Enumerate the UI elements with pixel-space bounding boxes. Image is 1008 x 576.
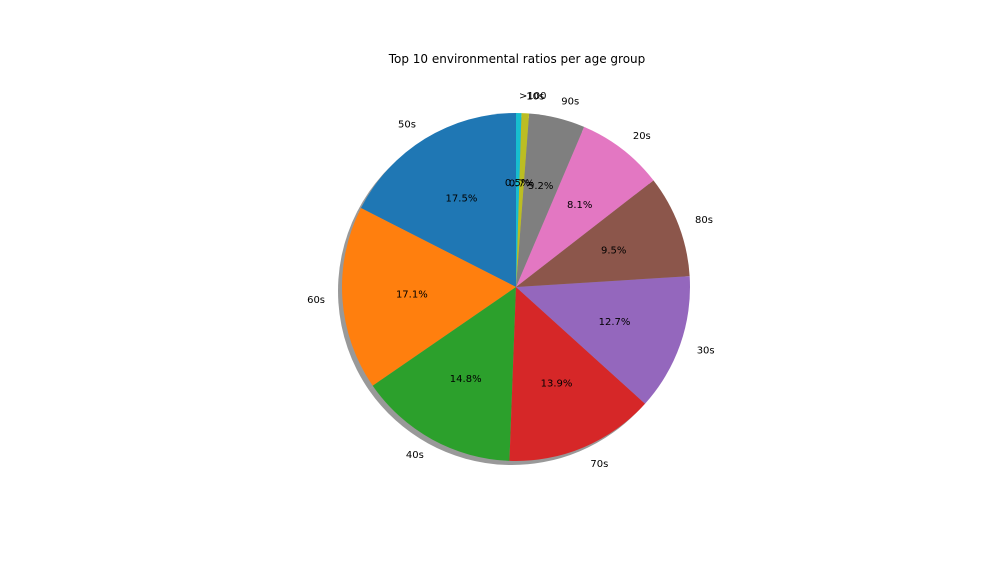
pie-slice-40s bbox=[372, 287, 516, 461]
percent-label-10s: 0.7% bbox=[509, 178, 534, 189]
pie-slice-30s bbox=[516, 276, 691, 404]
pie-slices bbox=[342, 113, 691, 462]
category-label-70s: 70s bbox=[590, 459, 608, 470]
category-label-10s: 10s bbox=[526, 91, 544, 102]
percent-label-50s: 17.5% bbox=[446, 193, 478, 204]
percent-label-100: 0.5% bbox=[505, 178, 530, 189]
category-label-80s: 80s bbox=[695, 215, 713, 226]
pie-slice-70s bbox=[509, 287, 646, 462]
percent-label-40s: 14.8% bbox=[450, 374, 482, 385]
pie-slice-10s bbox=[516, 113, 530, 287]
pie-slice-80s bbox=[516, 180, 690, 287]
chart-title: Top 10 environmental ratios per age grou… bbox=[388, 52, 646, 66]
category-label-40s: 40s bbox=[406, 450, 424, 461]
category-label-60s: 60s bbox=[307, 295, 325, 306]
category-label-50s: 50s bbox=[398, 119, 416, 130]
percent-label-60s: 17.1% bbox=[396, 289, 428, 300]
pie-slice-90s bbox=[516, 113, 585, 288]
category-labels: 50s 60s 40s 70s 30s 80s 20s 90s 10s>100 bbox=[307, 91, 715, 470]
category-label-20s: 20s bbox=[633, 131, 651, 142]
pie-slice-50s bbox=[360, 113, 516, 287]
percent-label-30s: 12.7% bbox=[599, 317, 631, 328]
percent-label-90s: 5.2% bbox=[528, 181, 553, 192]
percent-label-20s: 8.1% bbox=[567, 200, 592, 211]
percent-label-80s: 9.5% bbox=[601, 246, 626, 257]
category-label-30s: 30s bbox=[697, 346, 715, 357]
pie-slice-100 bbox=[516, 113, 522, 287]
pie-slice-20s bbox=[516, 126, 654, 287]
category-label-90s: 90s bbox=[561, 97, 579, 108]
category-label-100: >100 bbox=[519, 91, 546, 102]
percent-labels: 17.5% 17.1% 14.8% 13.9% 12.7% 9.5% 8.1% 5.2%0.7… bbox=[396, 178, 631, 390]
percent-label-70s: 13.9% bbox=[541, 379, 573, 390]
pie-slice-60s bbox=[342, 208, 516, 386]
